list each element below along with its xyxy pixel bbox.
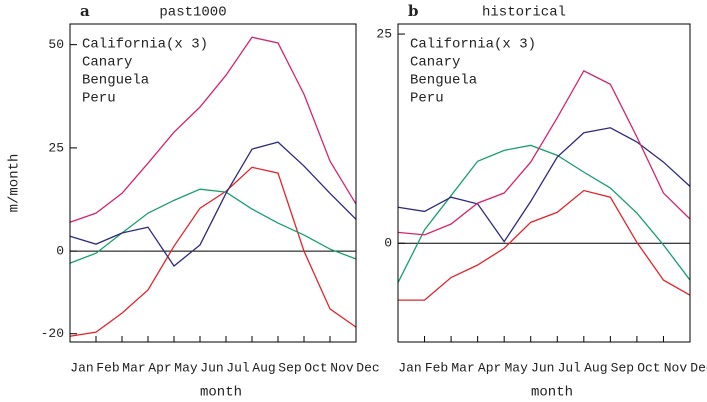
x-tick-label: Dec xyxy=(690,360,707,375)
series-line xyxy=(69,188,357,264)
x-tick-label: Sep xyxy=(611,360,634,375)
series-line xyxy=(397,70,691,236)
y-tick-label: 25 xyxy=(48,140,64,155)
y-tick-label: 0 xyxy=(384,236,392,251)
chart-title: past1000 xyxy=(159,5,226,21)
y-tick-label: 25 xyxy=(376,26,392,41)
series-line xyxy=(397,144,691,283)
legend-entry: Canary xyxy=(82,55,132,71)
y-tick-label: -20 xyxy=(41,326,64,341)
legend-entry: California(x 3) xyxy=(82,37,208,53)
x-tick-label: Aug xyxy=(584,360,607,375)
series-line xyxy=(398,189,691,301)
legend-entry: Canary xyxy=(410,55,460,71)
y-tick-label: 0 xyxy=(56,244,64,259)
legend-entry: Benguela xyxy=(82,73,149,89)
panel-label: a xyxy=(80,2,90,20)
x-tick-label: Oct xyxy=(304,360,327,375)
x-axis-label: month xyxy=(200,385,242,401)
x-tick-label: Sep xyxy=(278,360,301,375)
legend-entry: Benguela xyxy=(410,73,477,89)
chart-title: historical xyxy=(482,5,566,21)
x-tick-label: May xyxy=(504,360,528,375)
plot-frame xyxy=(397,23,691,343)
y-tick-label: 50 xyxy=(48,37,64,52)
series-line xyxy=(69,166,357,337)
x-tick-label: Jan xyxy=(398,360,421,375)
x-tick-label: Dec xyxy=(356,360,379,375)
x-tick-label: Nov xyxy=(664,360,688,375)
x-tick-label: Feb xyxy=(425,360,448,375)
x-tick-label: Mar xyxy=(122,360,145,375)
legend-entry: Peru xyxy=(82,91,116,107)
panel-label: b xyxy=(408,2,419,20)
series-line xyxy=(69,36,357,223)
x-axis-label: month xyxy=(531,385,573,401)
x-tick-label: Apr xyxy=(148,360,171,375)
x-tick-label: Oct xyxy=(637,360,660,375)
x-tick-label: May xyxy=(174,360,198,375)
x-tick-label: Feb xyxy=(96,360,119,375)
y-axis-label: m/month xyxy=(7,154,23,213)
x-tick-label: Jun xyxy=(200,360,223,375)
x-tick-label: Jul xyxy=(558,360,582,375)
legend-entry: Peru xyxy=(410,91,444,107)
x-tick-label: Apr xyxy=(478,360,501,375)
x-tick-label: Nov xyxy=(330,360,354,375)
series-line xyxy=(69,141,357,267)
x-tick-label: Jul xyxy=(226,360,250,375)
x-tick-label: Mar xyxy=(451,360,474,375)
x-tick-label: Jun xyxy=(531,360,554,375)
x-tick-label: Jan xyxy=(70,360,93,375)
plot-frame xyxy=(69,23,357,343)
legend-entry: California(x 3) xyxy=(410,37,536,53)
x-tick-label: Aug xyxy=(252,360,275,375)
